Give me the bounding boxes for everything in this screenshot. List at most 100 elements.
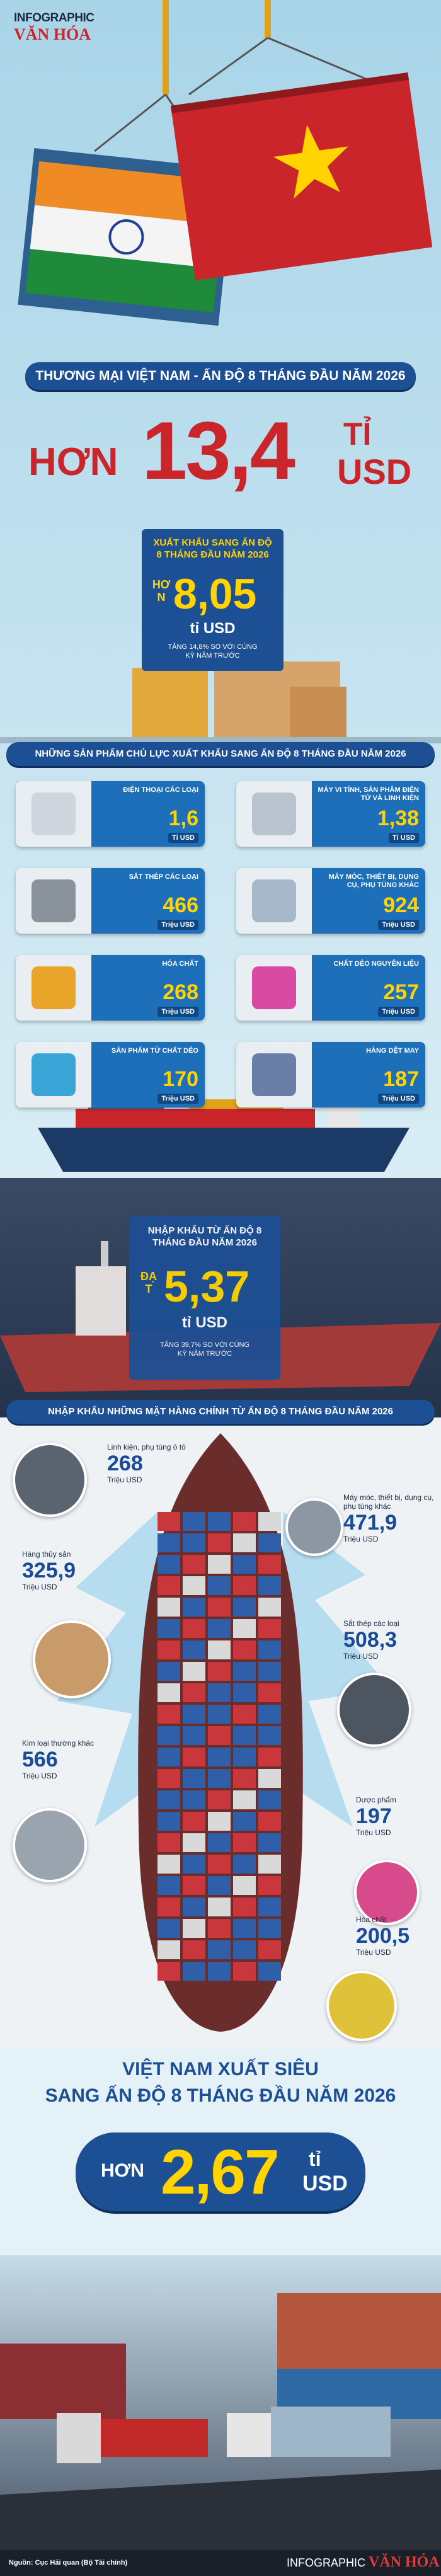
container <box>208 1769 231 1788</box>
container <box>208 1876 231 1895</box>
container <box>258 1855 281 1874</box>
container <box>258 1705 281 1724</box>
container <box>158 1533 180 1552</box>
container <box>233 1726 256 1745</box>
container <box>183 1619 205 1638</box>
product-name: Kim loại thường khác <box>22 1739 94 1748</box>
import-unit: tỉ USD <box>182 1314 227 1331</box>
container <box>233 1683 256 1702</box>
import-heading: NHẬP KHẨU NHỮNG MẶT HÀNG CHÍNH TỪ ẤN ĐỘ … <box>6 1400 435 1424</box>
container <box>158 1683 180 1702</box>
product-name: Hàng thủy sản <box>22 1550 71 1559</box>
product-photo <box>33 1620 111 1698</box>
product-unit: Triệu USD <box>356 1828 391 1837</box>
container <box>158 1790 180 1809</box>
container <box>208 1790 231 1809</box>
container <box>183 1898 205 1916</box>
export-note: TĂNG 14,8% SO VỚI CÙNG KỲ NĂM TRƯỚC <box>168 643 258 660</box>
total-prefix: HƠN <box>28 440 118 484</box>
product-name: MÁY MÓC, THIẾT BỊ, DỤNG CỤ, PHỤ TÙNG KHÁ… <box>328 873 419 889</box>
product-photo <box>354 1860 420 1925</box>
product-value: 170 <box>163 1067 198 1091</box>
product-shape <box>252 879 296 922</box>
container <box>258 1576 281 1595</box>
product-value: 268 <box>107 1451 143 1475</box>
container <box>158 1555 180 1574</box>
total-unit-bottom: USD <box>337 452 412 491</box>
brand-bottom: VĂN HÓA <box>14 25 91 43</box>
container <box>183 1640 205 1659</box>
product-image <box>16 868 91 934</box>
product-photo <box>285 1498 343 1556</box>
export-card: CHẤT DẺO NGUYÊN LIỆU 257 Triệu USD <box>236 955 425 1021</box>
container <box>158 1640 180 1659</box>
container <box>158 1898 180 1916</box>
container <box>158 1855 180 1874</box>
export-card: HÓA CHẤT 268 Triệu USD <box>16 955 205 1021</box>
container <box>258 1876 281 1895</box>
product-shape <box>252 1053 296 1096</box>
container <box>183 1833 205 1852</box>
product-unit: Triệu USD <box>158 920 198 930</box>
container <box>233 1533 256 1552</box>
import-item: Máy móc, thiết bị, dụng cụ, phụ tùng khá… <box>343 1493 435 1543</box>
product-image <box>236 868 312 934</box>
import-item: Sắt thép các loại 508,3 Triệu USD <box>343 1619 435 1661</box>
surplus-pill: HƠN 2,67 tỉ USD <box>76 2132 365 2211</box>
import-note: TĂNG 39,7% SO VỚI CÙNG KỲ NĂM TRƯỚC <box>159 1341 250 1358</box>
container <box>208 1812 231 1831</box>
export-card: MÁY VI TÍNH, SẢN PHẨM ĐIỆN TỬ VÀ LINH KI… <box>236 781 425 847</box>
product-unit: Tỉ USD <box>168 833 198 843</box>
container <box>258 1919 281 1938</box>
product-name: HÓA CHẤT <box>162 960 198 968</box>
container <box>258 1662 281 1681</box>
container <box>158 1833 180 1852</box>
total-value: 13,4 <box>142 404 295 496</box>
container <box>258 1748 281 1766</box>
product-value: 197 <box>356 1804 392 1828</box>
container <box>233 1512 256 1531</box>
container <box>183 1812 205 1831</box>
import-value: 5,37 <box>164 1262 250 1311</box>
container <box>158 1876 180 1895</box>
container <box>258 1962 281 1981</box>
container <box>258 1726 281 1745</box>
container <box>208 1598 231 1617</box>
export-summary: XUẤT KHẨU SANG ẤN ĐỘ 8 THÁNG ĐẦU NĂM 202… <box>142 529 284 671</box>
container <box>258 1812 281 1831</box>
product-image <box>16 1042 91 1108</box>
container <box>183 1598 205 1617</box>
import-item: Kim loại thường khác 566 Triệu USD <box>22 1739 117 1780</box>
product-value: 466 <box>163 893 198 917</box>
container <box>208 1748 231 1766</box>
brand-top: INFOGRAPHIC <box>14 11 94 25</box>
container <box>258 1598 281 1617</box>
product-name: CHẤT DẺO NGUYÊN LIỆU <box>333 960 419 968</box>
container <box>183 1576 205 1595</box>
import-item: Hóa chất 200,5 Triệu USD <box>356 1915 435 1957</box>
product-name: ĐIỆN THOẠI CÁC LOẠI <box>123 786 198 794</box>
product-unit: Triệu USD <box>158 1007 198 1017</box>
container <box>233 1748 256 1766</box>
container <box>183 1683 205 1702</box>
footer-brand-top: INFOGRAPHIC <box>287 2556 366 2569</box>
footer-bar <box>0 2550 441 2576</box>
container <box>183 1662 205 1681</box>
product-value: 200,5 <box>356 1924 410 1948</box>
surplus-line2: SANG ẤN ĐỘ 8 THÁNG ĐẦU NĂM 2026 <box>45 2085 396 2106</box>
container <box>158 1705 180 1724</box>
container <box>208 1555 231 1574</box>
container <box>233 1855 256 1874</box>
container <box>233 1705 256 1724</box>
container <box>233 1940 256 1959</box>
container <box>258 1533 281 1552</box>
product-image <box>236 955 312 1021</box>
container <box>208 1940 231 1959</box>
container <box>233 1769 256 1788</box>
product-value: 924 <box>383 893 419 917</box>
container <box>233 1598 256 1617</box>
import-item: Dược phẩm 197 Triệu USD <box>356 1795 435 1837</box>
product-name: Linh kiện, phụ tùng ô tô <box>107 1443 186 1451</box>
product-image <box>236 1042 312 1108</box>
product-photo <box>326 1971 397 2041</box>
